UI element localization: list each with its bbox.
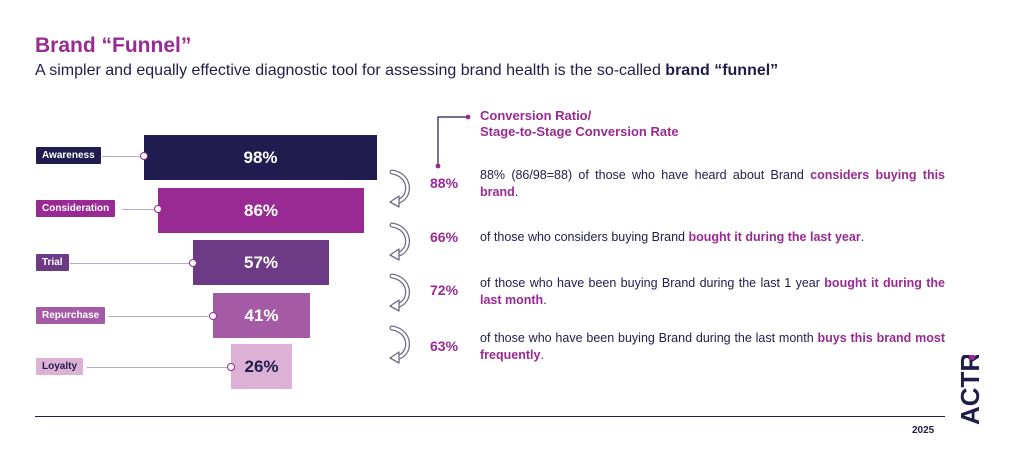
desc-end: . — [860, 230, 865, 244]
conversion-ratio-3: 72% — [430, 282, 459, 298]
footer-divider — [35, 416, 945, 417]
funnel-bar-loyalty: 26% — [231, 344, 292, 389]
connector-dot-awareness — [140, 152, 148, 160]
desc-end: . — [540, 348, 544, 362]
desc-text: of those who considers buying Brand — [480, 230, 689, 244]
conversion-desc-3: of those who have been buying Brand duri… — [480, 275, 945, 309]
desc-text: of those who have been buying Brand duri… — [480, 331, 818, 345]
stage-label-awareness: Awareness — [36, 147, 101, 164]
curved-arrow-icon — [389, 222, 410, 261]
desc-highlight: buys this brand most frequently — [480, 331, 945, 362]
logo-text: ACTR — [955, 355, 985, 425]
stage-label-loyalty: Loyalty — [36, 358, 84, 375]
connector-consideration — [122, 209, 158, 210]
desc-highlight: bought it during the last month — [480, 276, 946, 307]
connector-dot-repurchase — [209, 312, 217, 320]
connector-trial — [70, 263, 193, 264]
connector-awareness — [102, 156, 144, 157]
stage-label-consideration: Consideration — [36, 200, 116, 217]
desc-highlight: considers buying this brand — [480, 168, 946, 199]
conversion-desc-1: 88% (86/98=88) of those who have heard a… — [480, 167, 945, 201]
curved-arrow-icon — [389, 169, 410, 208]
funnel-bar-awareness: 98% — [144, 135, 377, 180]
connector-repurchase — [108, 316, 213, 317]
desc-highlight: bought it during the last year — [688, 230, 861, 244]
stage-label-repurchase: Repurchase — [36, 307, 106, 324]
subtitle-bold: brand “funnel” — [665, 62, 779, 79]
curved-arrow-icon — [389, 325, 410, 364]
conversion-title-line2: Stage-to-Stage Conversion Rate — [480, 124, 679, 139]
connector-dot-trial — [189, 259, 197, 267]
conversion-desc-4: of those who have been buying Brand duri… — [480, 330, 945, 364]
conversion-ratio-2: 66% — [430, 229, 459, 245]
conversion-bracket — [435, 114, 471, 169]
page-title: Brand “Funnel” — [35, 34, 192, 57]
conversion-ratio-1: 88% — [430, 175, 459, 191]
desc-end: . — [514, 185, 519, 199]
desc-text: of those who have been buying Brand duri… — [480, 276, 825, 290]
desc-text: 88% (86/98=88) of those who have heard a… — [480, 168, 811, 182]
connector-dot-loyalty — [227, 363, 235, 371]
connector-dot-consideration — [154, 205, 162, 213]
funnel-bar-repurchase: 41% — [213, 293, 310, 338]
conversion-title: Conversion Ratio/ Stage-to-Stage Convers… — [480, 108, 679, 140]
funnel-bar-trial: 57% — [193, 240, 329, 285]
curved-arrow-icon — [389, 273, 410, 312]
subtitle-text: A simpler and equally effective diagnost… — [35, 62, 666, 79]
funnel-bar-consideration: 86% — [158, 188, 364, 233]
conversion-desc-2: of those who considers buying Brand boug… — [480, 229, 945, 246]
conversion-title-line1: Conversion Ratio/ — [480, 108, 592, 123]
connector-loyalty — [87, 367, 231, 368]
conversion-ratio-4: 63% — [430, 338, 459, 354]
footer-year: 2025 — [912, 425, 935, 436]
desc-end: . — [543, 293, 547, 307]
page-subtitle: A simpler and equally effective diagnost… — [35, 62, 778, 80]
stage-label-trial: Trial — [36, 254, 69, 271]
brand-logo-icon: ACTR — [955, 355, 985, 425]
